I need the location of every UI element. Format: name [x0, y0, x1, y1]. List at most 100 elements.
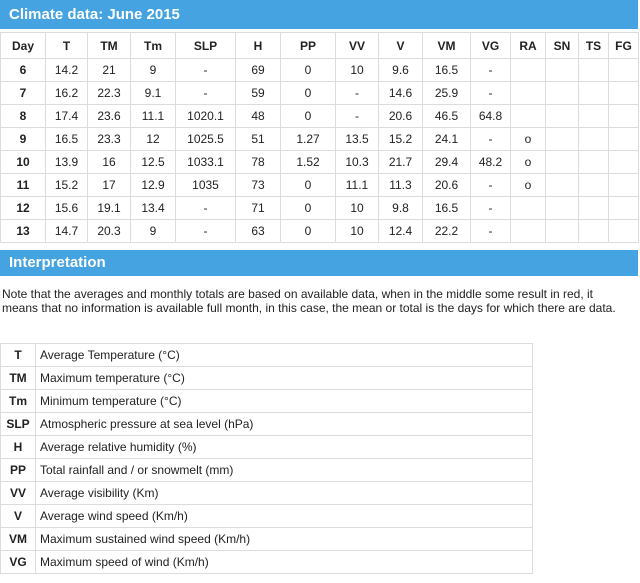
data-row: 12 15.6 19.1 13.4-71 0 10 9.8 16.5- [0, 196, 639, 220]
empty-cell [578, 58, 609, 82]
data-row: 8 17.4 23.6 11.1 1020.1 48 0-20.6 46.5 64.8 [0, 104, 639, 128]
day-cell: 6 [0, 58, 46, 82]
empty-cell [545, 127, 579, 151]
value-cell: 9.6 [378, 58, 423, 82]
value-cell: - [175, 219, 236, 243]
empty-cell [608, 104, 639, 128]
column-header: H [235, 32, 281, 59]
note: Note that the averages and monthly total… [2, 287, 616, 315]
value-cell: 10.3 [335, 150, 379, 174]
legend-row: VM Maximum sustained wind speed (Km/h) [0, 527, 533, 551]
day-cell: 11 [0, 173, 46, 197]
value-cell: 29.4 [422, 150, 471, 174]
value-cell: 17 [87, 173, 131, 197]
column-header: Tm [130, 32, 176, 59]
section-title: Interpretation [9, 254, 106, 271]
value-cell: 51 [235, 127, 281, 151]
value-cell: 14.2 [45, 58, 88, 82]
header-row: Day T TM Tm SLP H PP VV V VM VG RA SN TS FG [0, 32, 639, 59]
legend-key: T [0, 343, 36, 367]
day-cell: 12 [0, 196, 46, 220]
column-header: FG [608, 32, 639, 59]
value-cell: 19.1 [87, 196, 131, 220]
data-row: 13 14.7 20.3 9-63 0 10 12.4 22.2- [0, 219, 639, 243]
empty-cell [608, 81, 639, 105]
column-header: Day [0, 32, 46, 59]
value-cell: - [335, 104, 379, 128]
value-cell: - [470, 173, 511, 197]
value-cell: 10 [335, 58, 379, 82]
empty-cell [578, 81, 609, 105]
day-cell: 7 [0, 81, 46, 105]
value-cell: 10 [335, 196, 379, 220]
value-cell: 59 [235, 81, 281, 105]
column-header: TM [87, 32, 131, 59]
legend-description: Average relative humidity (%) [35, 435, 533, 459]
column-header: PP [280, 32, 336, 59]
value-cell: 16.5 [422, 196, 471, 220]
column-header: V [378, 32, 423, 59]
legend-description: Total rainfall and / or snowmelt (mm) [35, 458, 533, 482]
value-cell: 21.7 [378, 150, 423, 174]
legend-row: PP Total rainfall and / or snowmelt (mm) [0, 458, 533, 482]
value-cell: 16.2 [45, 81, 88, 105]
empty-cell [608, 58, 639, 82]
value-cell: 63 [235, 219, 281, 243]
day-cell: 9 [0, 127, 46, 151]
legend-description: Atmospheric pressure at sea level (hPa) [35, 412, 533, 436]
value-cell: 14.6 [378, 81, 423, 105]
value-cell: 1020.1 [175, 104, 236, 128]
empty-cell [545, 196, 579, 220]
value-cell: 25.9 [422, 81, 471, 105]
legend-row: V Average wind speed (Km/h) [0, 504, 533, 528]
value-cell: 15.6 [45, 196, 88, 220]
value-cell: 0 [280, 104, 336, 128]
data-row: 10 13.9 16 12.5 1033.1 78 1.52 10.3 21.7 29.4 48.2… [0, 150, 639, 174]
data-row: 6 14.2 21 9-69 0 10 9.6 16.5- [0, 58, 639, 82]
data-row: 9 16.5 23.3 12 1025.5 51 1.27 13.5 15.2 24.1- o [0, 127, 639, 151]
value-cell: 0 [280, 58, 336, 82]
legend-description: Maximum sustained wind speed (Km/h) [35, 527, 533, 551]
value-cell: o [510, 150, 546, 174]
value-cell: 14.7 [45, 219, 88, 243]
value-cell: 1025.5 [175, 127, 236, 151]
empty-cell [510, 81, 546, 105]
legend-key: TM [0, 366, 36, 390]
value-cell: 9.8 [378, 196, 423, 220]
empty-cell [545, 219, 579, 243]
empty-cell [510, 58, 546, 82]
legend-key: VV [0, 481, 36, 505]
value-cell: - [470, 196, 511, 220]
value-cell: - [470, 81, 511, 105]
legend-key: Tm [0, 389, 36, 413]
legend-row: TM Maximum temperature (°C) [0, 366, 533, 390]
legend-key: H [0, 435, 36, 459]
climate-table: Day T TM Tm SLP H PP VV V VM VG RA SN TS FG 6 14.2 21 9-69… [0, 32, 639, 243]
value-cell: 13.5 [335, 127, 379, 151]
empty-cell [545, 173, 579, 197]
legend-description: Minimum temperature (°C) [35, 389, 533, 413]
value-cell: 21 [87, 58, 131, 82]
column-header: VM [422, 32, 471, 59]
value-cell: 9 [130, 58, 176, 82]
value-cell: 12.5 [130, 150, 176, 174]
day-cell: 10 [0, 150, 46, 174]
value-cell: 64.8 [470, 104, 511, 128]
value-cell: 9 [130, 219, 176, 243]
value-cell: 22.3 [87, 81, 131, 105]
value-cell: 11.3 [378, 173, 423, 197]
value-cell: 9.1 [130, 81, 176, 105]
value-cell: - [335, 81, 379, 105]
empty-cell [608, 196, 639, 220]
title-bar: Climate data: June 2015 [0, 0, 638, 29]
value-cell: 71 [235, 196, 281, 220]
legend-key: V [0, 504, 36, 528]
column-header: TS [578, 32, 609, 59]
empty-cell [578, 196, 609, 220]
empty-cell [545, 104, 579, 128]
value-cell: 13.9 [45, 150, 88, 174]
empty-cell [578, 104, 609, 128]
value-cell: 23.6 [87, 104, 131, 128]
value-cell: 16.5 [422, 58, 471, 82]
data-row: 7 16.2 22.3 9.1-59 0-14.6 25.9- [0, 81, 639, 105]
